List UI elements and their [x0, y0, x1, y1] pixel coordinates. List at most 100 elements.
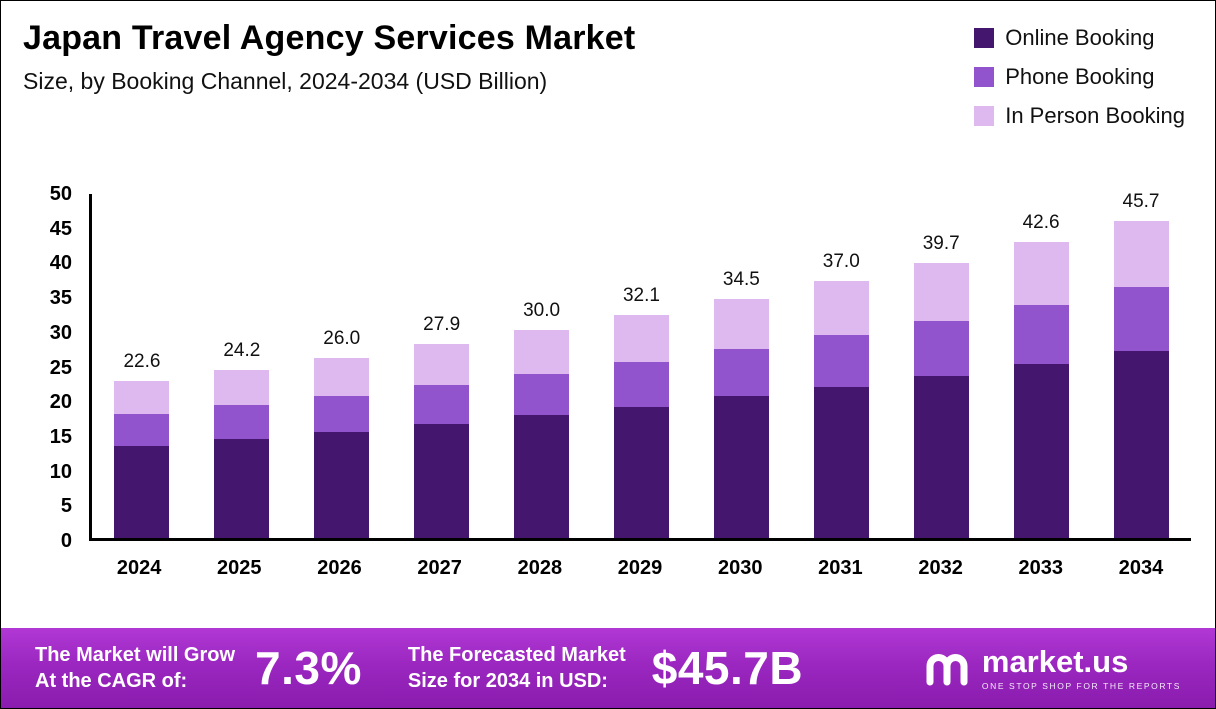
forecast-label-line1: The Forecasted Market	[407, 644, 626, 666]
x-tick-label: 2024	[116, 557, 162, 579]
bar-segment-in-person-booking	[1013, 242, 1069, 305]
x-tick-label: 2034	[1118, 557, 1164, 579]
bar-group: 42.6	[991, 194, 1091, 538]
y-axis: 0 5 10 15 20 25 30 35 40 45 50	[26, 183, 82, 552]
bar-segment-in-person-booking	[414, 344, 470, 385]
bar-segment-online-booking	[913, 375, 969, 538]
cagr-label: The Market will Grow At the CAGR of:	[35, 642, 235, 694]
bar-total-label: 30.0	[523, 299, 561, 321]
x-tick-label: 2028	[517, 557, 563, 579]
x-tick-label: 2027	[417, 557, 462, 579]
bar-stack	[613, 315, 669, 538]
brand-logo: market.us ONE STOP SHOP FOR THE REPORTS	[924, 646, 1181, 691]
bar-total-label: 32.1	[622, 285, 660, 307]
bar-group: 24.2	[192, 194, 292, 538]
cagr-label-line1: The Market will Grow	[35, 644, 236, 666]
bar-segment-online-booking	[1113, 350, 1169, 538]
bar-segment-phone-booking	[114, 414, 170, 446]
bar-total-label: 24.2	[223, 340, 261, 362]
bar-segment-in-person-booking	[713, 298, 769, 349]
legend-label: Online Booking	[1005, 25, 1155, 50]
x-tick-label: 2025	[217, 557, 262, 579]
y-tick-label: 25	[49, 356, 72, 379]
bar-group: 32.1	[592, 194, 692, 538]
bar-segment-phone-booking	[713, 348, 769, 397]
bar-group: 34.5	[691, 194, 791, 538]
x-tick-label: 2031	[818, 557, 863, 579]
y-tick-label: 45	[49, 217, 72, 240]
bar-segment-in-person-booking	[514, 329, 570, 374]
y-tick-label: 15	[49, 425, 72, 448]
bar-stack	[1113, 220, 1169, 538]
market-us-icon	[926, 654, 968, 686]
bar-segment-online-booking	[713, 396, 769, 538]
cagr-label-line2: At the CAGR of:	[35, 670, 188, 692]
bar-total-label: 34.5	[722, 268, 760, 290]
y-tick-label: 5	[60, 495, 72, 518]
bar-segment-in-person-booking	[913, 262, 969, 321]
bar-stack	[114, 381, 170, 538]
bar-segment-phone-booking	[514, 373, 570, 416]
brand-name: market.us	[981, 643, 1129, 679]
bottom-banner: The Market will Grow At the CAGR of: 7.3…	[1, 628, 1215, 708]
forecast-label-line2: Size for 2034 in USD:	[407, 670, 608, 692]
x-tick-label: 2030	[717, 557, 763, 579]
bar-segment-online-booking	[613, 406, 669, 538]
forecast-label: The Forecasted Market Size for 2034 in U…	[408, 642, 626, 694]
brand-text: market.us ONE STOP SHOP FOR THE REPORTS	[982, 646, 1181, 691]
plot-area: 0 5 10 15 20 25 30 35 40 45 50 22.6 24.2 26.0 27.9 30.…	[50, 183, 1191, 552]
bar-total-label: 39.7	[922, 232, 960, 254]
bar-segment-phone-booking	[214, 405, 270, 439]
bar-group: 30.0	[492, 194, 592, 538]
bar-total-label: 26.0	[323, 327, 361, 349]
bar-segment-online-booking	[114, 445, 170, 538]
page-title: Japan Travel Agency Services Market	[23, 19, 636, 57]
bar-group: 45.7	[1091, 190, 1191, 538]
bar-segment-in-person-booking	[214, 370, 270, 406]
x-tick-label: 2032	[918, 557, 963, 579]
bar-segment-phone-booking	[913, 320, 969, 376]
bar-segment-online-booking	[514, 415, 570, 538]
cagr-value: 7.3%	[255, 642, 362, 694]
bar-segment-in-person-booking	[114, 381, 170, 415]
y-tick-label: 10	[49, 460, 72, 483]
bar-stack	[713, 298, 769, 538]
bar-segment-in-person-booking	[1113, 220, 1169, 287]
bar-segment-phone-booking	[613, 362, 669, 407]
bar-stack	[214, 370, 270, 538]
bar-segment-in-person-booking	[813, 281, 869, 336]
bar-segment-in-person-booking	[613, 315, 669, 363]
y-tick-label: 35	[49, 287, 72, 310]
bar-stack	[913, 262, 969, 538]
x-tick-label: 2029	[617, 557, 663, 579]
bar-group: 26.0	[292, 194, 392, 538]
bar-group: 39.7	[891, 194, 991, 538]
chart-header: Japan Travel Agency Services Market Size…	[23, 19, 635, 95]
bar-segment-online-booking	[214, 438, 270, 538]
bar-segment-online-booking	[414, 423, 470, 538]
legend-label: Phone Booking	[1005, 64, 1155, 89]
bar-stack	[514, 329, 570, 538]
bar-total-label: 22.6	[123, 351, 161, 373]
bar-segment-phone-booking	[1013, 304, 1069, 364]
bar-total-label: 27.9	[423, 314, 461, 336]
legend-item: In Person Booking	[974, 103, 1185, 129]
y-tick-label: 40	[49, 252, 72, 275]
bar-group: 27.9	[392, 194, 492, 538]
bar-stack	[314, 357, 370, 538]
bar-segment-online-booking	[813, 386, 869, 538]
x-tick-label: 2026	[317, 557, 362, 579]
legend: Online Booking Phone Booking In Person Boo…	[974, 25, 1185, 129]
bar-group: 22.6	[92, 194, 192, 538]
bar-segment-phone-booking	[813, 335, 869, 387]
bar-segment-in-person-booking	[314, 357, 370, 396]
bar-segment-online-booking	[1013, 363, 1069, 538]
x-axis: 2024 2025 2026 2027 2028 2029 2030 2031 2032 2033…	[89, 557, 1191, 580]
stacked-bar-chart: 0 5 10 15 20 25 30 35 40 45 50 22.6 24.2 26.0 27.9 30.…	[50, 183, 1191, 580]
legend-swatch	[974, 28, 995, 48]
x-tick-label: 2033	[1018, 557, 1064, 579]
bar-total-label: 45.7	[1122, 190, 1160, 212]
legend-item: Phone Booking	[974, 64, 1185, 90]
y-tick-label: 0	[60, 530, 72, 552]
